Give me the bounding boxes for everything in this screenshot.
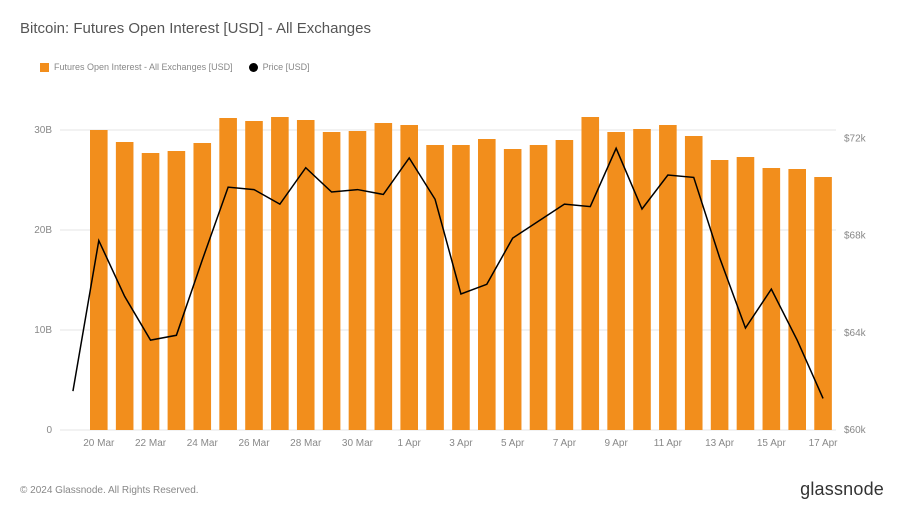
brand-logo: glassnode — [800, 479, 884, 500]
x-tick-label: 20 Mar — [83, 438, 115, 449]
oi-bar — [530, 145, 548, 430]
price-line — [73, 148, 823, 398]
oi-bar — [297, 120, 315, 430]
oi-bar — [168, 151, 186, 430]
legend-swatch-bar — [40, 63, 49, 72]
legend: Futures Open Interest - All Exchanges [U… — [40, 62, 310, 72]
copyright: © 2024 Glassnode. All Rights Reserved. — [20, 485, 199, 496]
x-tick-label: 24 Mar — [187, 438, 219, 449]
x-tick-label: 15 Apr — [757, 438, 787, 449]
x-tick-label: 9 Apr — [604, 438, 628, 449]
legend-label-bar: Futures Open Interest - All Exchanges [U… — [54, 62, 233, 72]
oi-bar — [323, 132, 341, 430]
oi-bar — [452, 145, 470, 430]
legend-swatch-line — [249, 63, 258, 72]
y-right-tick-label: $68k — [844, 231, 867, 242]
oi-bar — [349, 131, 367, 430]
y-left-tick-label: 10B — [34, 325, 52, 336]
oi-bar — [788, 169, 806, 430]
y-right-tick-label: $60k — [844, 425, 867, 436]
oi-bar — [711, 160, 729, 430]
oi-bar — [375, 123, 393, 430]
oi-bar — [504, 149, 522, 430]
x-tick-label: 5 Apr — [501, 438, 525, 449]
chart-title: Bitcoin: Futures Open Interest [USD] - A… — [20, 20, 371, 37]
oi-bar — [219, 118, 237, 430]
x-tick-label: 7 Apr — [553, 438, 577, 449]
legend-item-bars: Futures Open Interest - All Exchanges [U… — [40, 62, 233, 72]
x-tick-label: 26 Mar — [238, 438, 270, 449]
oi-bar — [426, 145, 444, 430]
chart-svg: 0 10B 20B 30B $60k $64k $68k $72k 20 Mar 22 Mar 24… — [20, 80, 884, 460]
oi-bar — [633, 129, 651, 430]
oi-bar — [245, 121, 263, 430]
oi-bar — [737, 157, 755, 430]
oi-bar — [400, 125, 418, 430]
x-tick-label: 22 Mar — [135, 438, 167, 449]
x-tick-label: 13 Apr — [705, 438, 735, 449]
x-tick-label: 1 Apr — [398, 438, 422, 449]
y-right-tick-label: $64k — [844, 328, 867, 339]
oi-bar — [814, 177, 832, 430]
legend-label-line: Price [USD] — [263, 62, 310, 72]
oi-bar — [556, 140, 574, 430]
y-left-tick-label: 20B — [34, 225, 52, 236]
oi-bar — [142, 153, 160, 430]
y-right-tick-label: $72k — [844, 134, 867, 145]
y-left-tick-label: 30B — [34, 125, 52, 136]
oi-bar — [193, 143, 211, 430]
oi-bar — [685, 136, 703, 430]
x-tick-label: 30 Mar — [342, 438, 374, 449]
oi-bar — [659, 125, 677, 430]
y-left-tick-label: 0 — [46, 425, 52, 436]
oi-bar — [607, 132, 625, 430]
legend-item-line: Price [USD] — [249, 62, 310, 72]
x-tick-label: 3 Apr — [449, 438, 473, 449]
oi-bar — [271, 117, 289, 430]
oi-bar — [581, 117, 599, 430]
oi-bar — [116, 142, 134, 430]
x-tick-label: 11 Apr — [654, 438, 683, 449]
x-tick-label: 28 Mar — [290, 438, 322, 449]
chart-area: 0 10B 20B 30B $60k $64k $68k $72k 20 Mar 22 Mar 24… — [20, 80, 884, 460]
x-tick-label: 17 Apr — [809, 438, 839, 449]
